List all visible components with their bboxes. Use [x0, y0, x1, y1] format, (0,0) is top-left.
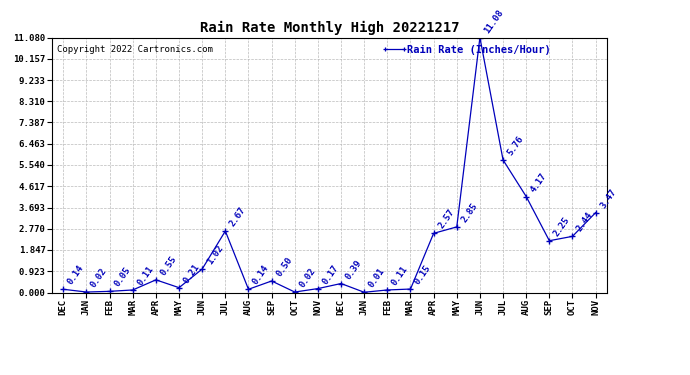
Text: 0.55: 0.55	[159, 254, 179, 277]
Text: Copyright 2022 Cartronics.com: Copyright 2022 Cartronics.com	[57, 45, 213, 54]
Text: 0.11: 0.11	[390, 264, 410, 287]
Title: Rain Rate Monthly High 20221217: Rain Rate Monthly High 20221217	[199, 21, 460, 35]
Text: 0.14: 0.14	[251, 264, 271, 286]
Text: 5.76: 5.76	[506, 134, 526, 157]
Text: 0.14: 0.14	[66, 264, 86, 286]
Text: 0.02: 0.02	[297, 267, 317, 289]
Text: 2.25: 2.25	[552, 215, 572, 238]
Text: 0.17: 0.17	[321, 263, 340, 286]
Text: 0.50: 0.50	[275, 255, 294, 278]
Text: 0.02: 0.02	[89, 267, 109, 289]
Text: 1.02: 1.02	[205, 243, 225, 266]
Text: 2.67: 2.67	[228, 206, 248, 228]
Text: 11.08: 11.08	[483, 8, 506, 35]
Text: 0.15: 0.15	[413, 264, 433, 286]
Text: 4.17: 4.17	[529, 171, 549, 194]
Text: 2.85: 2.85	[460, 201, 480, 224]
Text: 2.44: 2.44	[575, 211, 595, 234]
Text: 3.47: 3.47	[598, 187, 618, 210]
Text: 0.21: 0.21	[182, 262, 201, 285]
Text: 0.39: 0.39	[344, 258, 364, 281]
Text: 0.11: 0.11	[135, 264, 155, 287]
Text: 0.01: 0.01	[367, 267, 386, 290]
Text: 2.57: 2.57	[436, 208, 456, 231]
Text: Rain Rate (Inches/Hour): Rain Rate (Inches/Hour)	[407, 45, 551, 55]
Text: 0.05: 0.05	[112, 266, 132, 289]
